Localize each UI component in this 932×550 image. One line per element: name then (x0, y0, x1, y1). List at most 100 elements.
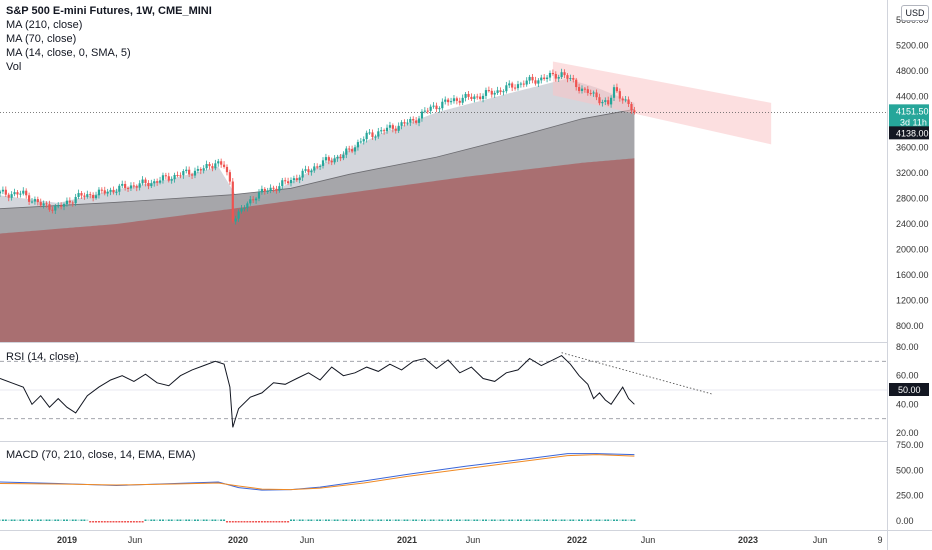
macd-histogram-bar (0, 519, 1, 521)
macd-histogram-bar (92, 521, 95, 523)
macd-histogram-bar (234, 521, 237, 523)
candle-body (348, 148, 351, 150)
macd-histogram-bar (368, 519, 371, 521)
macd-histogram-bar (348, 519, 351, 521)
macd-histogram-bar (103, 521, 106, 523)
time-axis-tick: 9 (877, 535, 882, 545)
price-axis-tick: 2000.00 (896, 245, 929, 255)
macd-histogram-bar (156, 519, 159, 521)
candle-body (237, 211, 240, 219)
time-axis-tick: 2023 (738, 535, 758, 545)
macd-histogram-bar (534, 519, 537, 521)
macd-histogram-bar (39, 519, 42, 521)
candle-body (144, 179, 147, 183)
macd-histogram-bar (578, 519, 581, 521)
macd-histogram-bar (179, 519, 182, 521)
macd-histogram-bar (482, 519, 485, 521)
macd-histogram-bar (467, 519, 470, 521)
macd-axis-tick: 250.00 (896, 491, 924, 501)
macd-histogram-bar (31, 519, 34, 521)
macd-histogram-bar (292, 519, 295, 521)
macd-histogram-bar (409, 519, 412, 521)
candle-body (284, 180, 287, 182)
candle-body (260, 188, 263, 193)
currency-button[interactable]: USD (901, 5, 929, 21)
candle-body (359, 141, 362, 143)
time-axis-tick: 2019 (57, 535, 77, 545)
candle-body (601, 101, 604, 104)
macd-histogram-bar (193, 519, 196, 521)
macd-histogram-bar (377, 519, 380, 521)
macd-histogram-bar (237, 521, 240, 523)
candle-body (615, 87, 619, 92)
macd-histogram-bar (260, 521, 263, 523)
macd-histogram-bar (548, 519, 551, 521)
macd-histogram-bar (479, 519, 482, 521)
candle-body (371, 132, 374, 137)
price-axis-tick: 5200.00 (896, 41, 929, 51)
candle-body (406, 122, 409, 124)
indicator-vol-label: Vol (6, 61, 22, 73)
time-axis-tick: Jun (641, 535, 656, 545)
candle-body (97, 189, 101, 196)
candle-body (479, 96, 482, 99)
candle-body (423, 110, 426, 112)
candle-body (36, 199, 39, 203)
candle-body (522, 83, 525, 85)
macd-histogram-bar (257, 521, 260, 523)
candle-body (409, 118, 412, 123)
time-axis-tick: Jun (300, 535, 315, 545)
macd-histogram-bar (278, 521, 281, 523)
macd-histogram-bar (121, 521, 124, 523)
macd-histogram-bar (191, 519, 194, 521)
candle-body (624, 99, 627, 101)
candle-body (630, 104, 633, 111)
macd-histogram-bar (150, 519, 153, 521)
candle-body (182, 171, 185, 176)
candle-body (252, 199, 255, 201)
candle-body (246, 203, 249, 209)
macd-histogram-bar (455, 519, 458, 521)
macd-histogram-bar (159, 519, 162, 521)
chart-legend: S&P 500 E-mini Futures, 1W, CME_MINI MA … (6, 4, 212, 74)
candle-body (301, 170, 304, 178)
candle-body (60, 205, 63, 207)
macd-histogram-bar (630, 519, 633, 521)
candle-body (333, 158, 336, 163)
candle-body (447, 99, 450, 103)
macd-histogram-bar (307, 519, 310, 521)
countdown-value: 3d 11h (900, 117, 927, 127)
candle-body (557, 77, 560, 79)
candle-body (231, 181, 234, 222)
candle-body (618, 91, 621, 99)
macd-histogram-bar (95, 521, 98, 523)
candle-body (94, 195, 98, 199)
macd-histogram-bar (298, 519, 301, 521)
candle-body (438, 108, 441, 110)
macd-histogram-bar (109, 521, 112, 523)
candle-body (118, 185, 121, 192)
time-axis-tick: Jun (813, 535, 828, 545)
rsi-axis-tick: 80.00 (896, 342, 919, 352)
macd-axis-tick: 0.00 (896, 516, 914, 526)
macd-histogram-bar (199, 519, 202, 521)
candle-body (164, 175, 167, 177)
candle-body (534, 80, 537, 84)
macd-histogram-bar (403, 519, 406, 521)
macd-histogram-bar (176, 519, 179, 521)
candle-body (147, 182, 150, 187)
macd-histogram-bar (60, 519, 63, 521)
candle-body (339, 156, 342, 159)
candle-body (304, 169, 307, 171)
macd-histogram-bar (266, 521, 269, 523)
macd-histogram-bar (118, 521, 121, 523)
candle-body (161, 175, 165, 181)
macd-histogram-bar (613, 519, 616, 521)
candle-body (263, 188, 266, 192)
candle-body (429, 106, 432, 111)
candle-body (441, 101, 444, 109)
macd-histogram-bar (525, 519, 528, 521)
macd-histogram-bar (86, 519, 89, 521)
macd-histogram-bar (127, 521, 130, 523)
